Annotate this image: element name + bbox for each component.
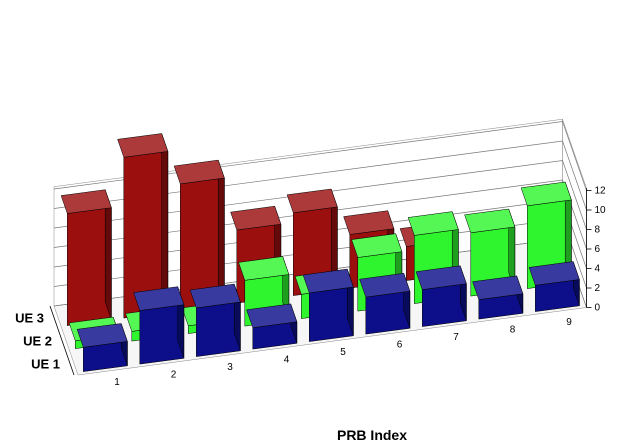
- y-tick-label: 6: [595, 244, 601, 255]
- x-tick-label: 1: [114, 377, 120, 388]
- bar-top: [189, 283, 241, 309]
- bar-top: [117, 133, 169, 158]
- depth-axis-line: [49, 305, 75, 376]
- x-tick-label: 3: [227, 362, 233, 373]
- bar-ue-1-8: [472, 275, 524, 320]
- x-tick-label: 8: [510, 324, 516, 335]
- bar-ue-1-9: [528, 261, 580, 312]
- bar-top: [528, 261, 580, 286]
- bar-top: [173, 159, 225, 185]
- bar-ue-3-3: [173, 159, 225, 311]
- x-tick-label: 5: [340, 347, 346, 358]
- bar-top: [133, 286, 185, 311]
- bar-front: [67, 207, 112, 326]
- x-tick-label: 2: [171, 369, 177, 380]
- bar-side: [217, 159, 225, 306]
- y-tick-label: 4: [595, 264, 601, 275]
- x-tick-label: 6: [397, 339, 403, 350]
- x-axis-label: PRB Index: [337, 427, 407, 443]
- bar-top: [286, 188, 338, 214]
- bar-side: [161, 133, 169, 313]
- bar-top: [520, 181, 572, 207]
- series-label: UE 1: [31, 357, 60, 372]
- x-tick-label: 7: [453, 332, 459, 343]
- y-tick-label: 8: [595, 225, 601, 236]
- bar-top: [415, 265, 467, 290]
- bar-top: [351, 233, 403, 258]
- y-tick-label: 0: [595, 303, 601, 314]
- y-tick-label: 2: [595, 283, 601, 294]
- bar-top: [407, 211, 459, 236]
- y-tick-label: 10: [595, 205, 607, 216]
- x-tick-label: 4: [284, 354, 290, 365]
- bar-front: [422, 283, 467, 327]
- bar-ue-1-3: [189, 283, 241, 357]
- bar-top: [359, 273, 411, 298]
- series-label: UE 2: [23, 334, 52, 349]
- series-label: UE 3: [15, 311, 44, 326]
- bar-ue-1-4: [246, 303, 298, 350]
- bar-ue-1-2: [133, 286, 185, 365]
- bar-ue-1-6: [359, 273, 411, 335]
- bar-ue-1-5: [302, 268, 354, 342]
- bar-front: [365, 290, 411, 335]
- bar-top: [238, 256, 290, 281]
- gridline: [53, 121, 587, 191]
- bar-ue-3-1: [60, 189, 112, 326]
- bar-top: [246, 303, 298, 328]
- bar-top: [302, 268, 354, 294]
- bar-front: [196, 301, 241, 357]
- bar-top: [230, 205, 282, 231]
- y-tick-label: 12: [595, 186, 607, 197]
- bar-ue-1-1: [76, 323, 128, 372]
- bar-front: [309, 286, 354, 342]
- bar-top: [343, 210, 395, 235]
- bar-top: [472, 275, 524, 300]
- x-tick-label: 9: [566, 317, 572, 328]
- bar-ue-1-7: [415, 265, 467, 327]
- chart-bars: [60, 133, 580, 372]
- bar-front: [139, 304, 185, 365]
- bar-top: [464, 208, 516, 234]
- bar-ue-3-2: [117, 133, 169, 319]
- bar-top: [60, 189, 112, 214]
- bar-side: [104, 189, 112, 321]
- bar-top: [76, 323, 128, 348]
